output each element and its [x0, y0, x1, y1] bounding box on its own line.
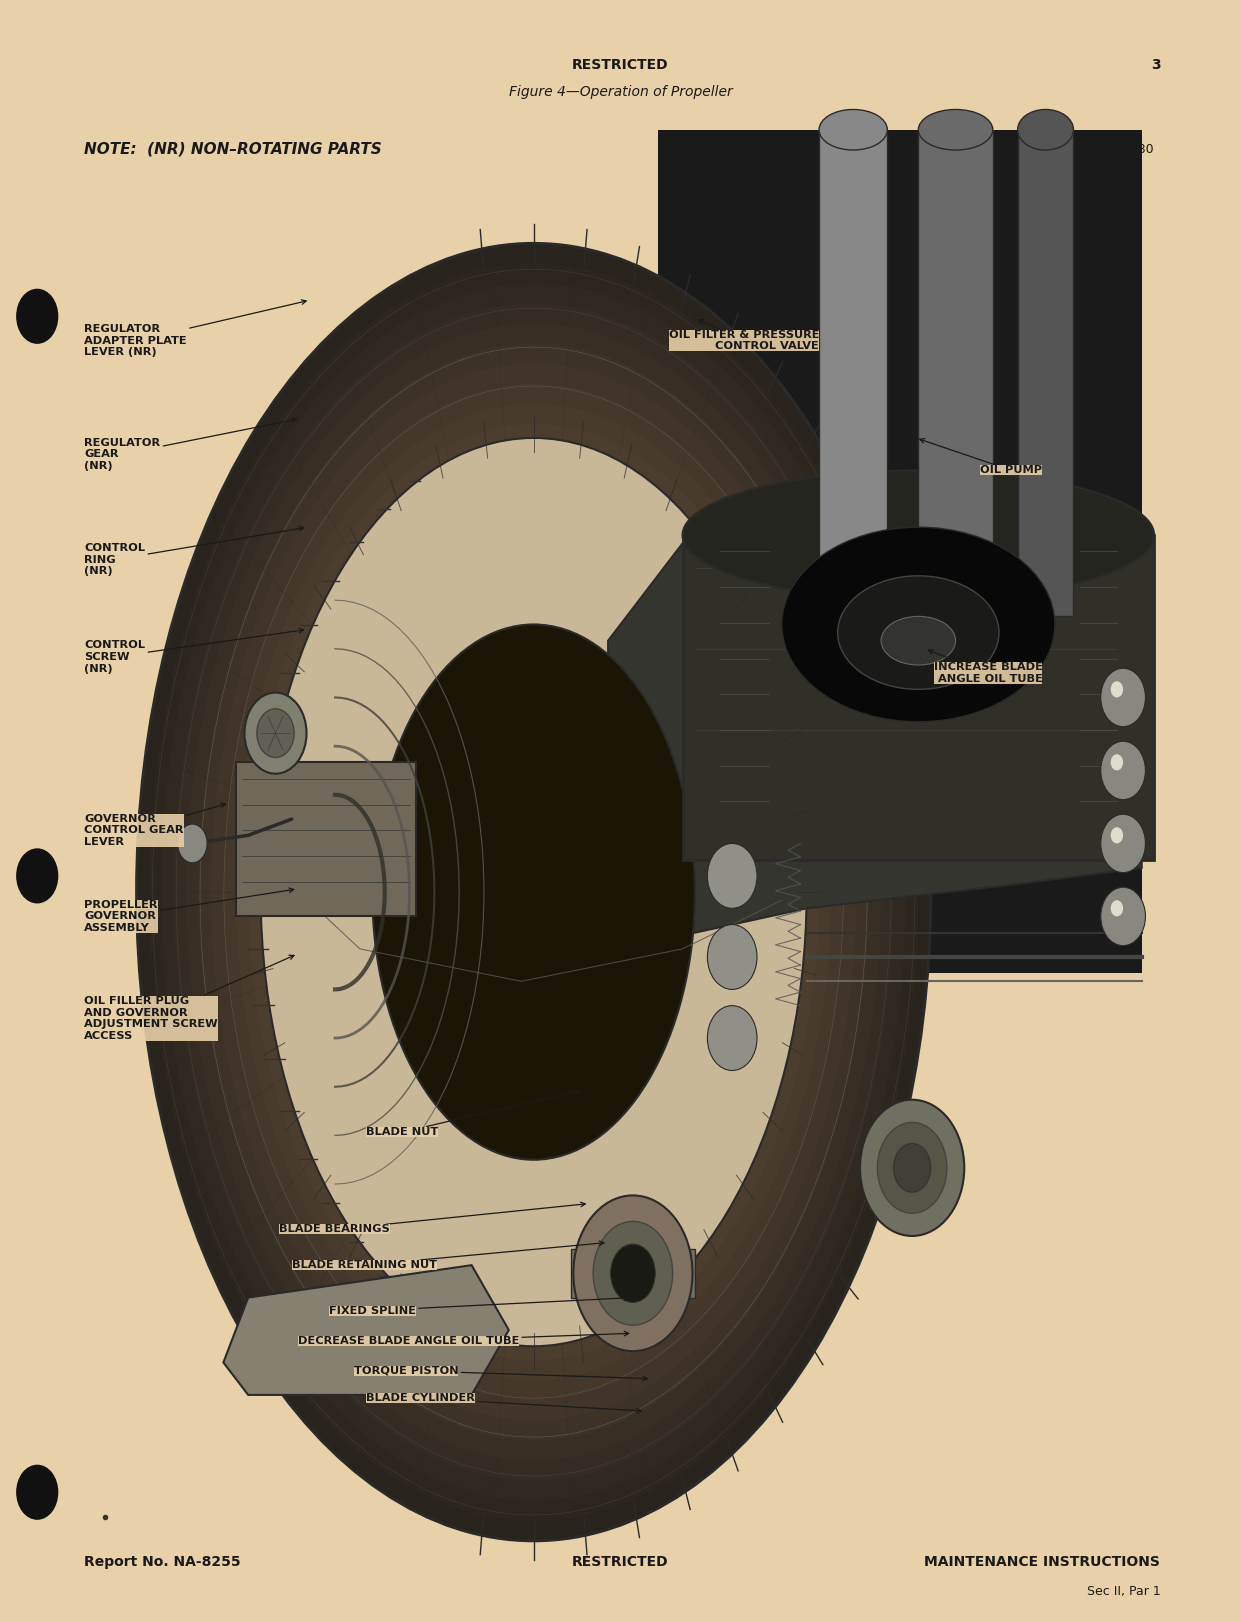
Ellipse shape [360, 605, 707, 1179]
Text: OIL FILTER & PRESSURE
CONTROL VALVE: OIL FILTER & PRESSURE CONTROL VALVE [669, 320, 819, 352]
Ellipse shape [838, 576, 999, 689]
Text: GOVERNOR
CONTROL GEAR
LEVER: GOVERNOR CONTROL GEAR LEVER [84, 803, 226, 847]
Polygon shape [608, 543, 1142, 941]
Text: Sec II, Par 1: Sec II, Par 1 [1087, 1585, 1160, 1598]
Text: DECREASE BLADE ANGLE OIL TUBE: DECREASE BLADE ANGLE OIL TUBE [298, 1332, 629, 1346]
Ellipse shape [161, 284, 906, 1500]
Text: Report No. NA-8255: Report No. NA-8255 [84, 1555, 241, 1568]
Text: CONTROL
RING
(NR): CONTROL RING (NR) [84, 527, 304, 576]
Circle shape [1111, 900, 1123, 916]
Circle shape [16, 848, 58, 903]
Circle shape [1101, 741, 1145, 800]
Text: INCREASE BLADE
ANGLE OIL TUBE: INCREASE BLADE ANGLE OIL TUBE [928, 650, 1042, 684]
Ellipse shape [174, 303, 894, 1481]
Text: Figure 4—Operation of Propeller: Figure 4—Operation of Propeller [509, 86, 732, 99]
Circle shape [573, 1195, 692, 1351]
Text: BLADE CYLINDER: BLADE CYLINDER [366, 1393, 642, 1413]
Bar [1018, 130, 1073, 616]
Ellipse shape [298, 504, 769, 1280]
Ellipse shape [310, 524, 757, 1260]
Circle shape [1101, 668, 1145, 727]
Ellipse shape [199, 344, 869, 1440]
Ellipse shape [273, 464, 794, 1320]
Ellipse shape [261, 438, 807, 1346]
Circle shape [707, 1006, 757, 1071]
Polygon shape [223, 1265, 509, 1395]
Text: BLADE RETAINING NUT: BLADE RETAINING NUT [292, 1241, 604, 1270]
Text: BLADE NUT: BLADE NUT [366, 1090, 580, 1137]
Circle shape [707, 925, 757, 989]
Circle shape [1101, 887, 1145, 946]
Ellipse shape [372, 624, 695, 1160]
Circle shape [244, 693, 307, 774]
Text: PROPELLER
GOVERNOR
ASSEMBLY: PROPELLER GOVERNOR ASSEMBLY [84, 887, 294, 933]
Ellipse shape [236, 404, 831, 1380]
Ellipse shape [819, 109, 887, 151]
Ellipse shape [372, 624, 695, 1160]
Bar [236, 762, 416, 916]
Text: TORQUE PISTON: TORQUE PISTON [354, 1366, 648, 1380]
Ellipse shape [285, 483, 782, 1301]
Ellipse shape [683, 470, 1154, 600]
Bar [819, 130, 887, 616]
Bar [658, 130, 1142, 973]
Ellipse shape [1018, 109, 1073, 151]
Bar [571, 1249, 695, 1298]
Text: CONTROL
SCREW
(NR): CONTROL SCREW (NR) [84, 628, 304, 673]
Text: BLADE BEARINGS: BLADE BEARINGS [279, 1202, 586, 1234]
Text: RESTRICTED: RESTRICTED [572, 58, 669, 71]
Text: III-44-80: III-44-80 [1102, 143, 1154, 156]
Circle shape [1111, 681, 1123, 697]
Ellipse shape [248, 423, 819, 1361]
Ellipse shape [137, 243, 931, 1541]
Text: RESTRICTED: RESTRICTED [572, 1555, 669, 1568]
Circle shape [707, 843, 757, 908]
Ellipse shape [211, 363, 856, 1421]
Ellipse shape [347, 584, 720, 1200]
Ellipse shape [186, 323, 881, 1461]
Circle shape [16, 1465, 58, 1520]
Ellipse shape [149, 263, 918, 1521]
Text: REGULATOR
GEAR
(NR): REGULATOR GEAR (NR) [84, 418, 297, 470]
Ellipse shape [323, 545, 745, 1239]
Ellipse shape [918, 109, 993, 151]
Circle shape [593, 1221, 673, 1325]
Circle shape [1111, 827, 1123, 843]
Bar [918, 130, 993, 616]
Ellipse shape [223, 384, 844, 1400]
Circle shape [894, 1144, 931, 1192]
Circle shape [257, 709, 294, 757]
Circle shape [860, 1100, 964, 1236]
Ellipse shape [335, 564, 732, 1220]
Circle shape [611, 1244, 655, 1302]
Ellipse shape [782, 527, 1055, 722]
Text: MAINTENANCE INSTRUCTIONS: MAINTENANCE INSTRUCTIONS [925, 1555, 1160, 1568]
Circle shape [877, 1122, 947, 1213]
Circle shape [16, 289, 58, 344]
Circle shape [177, 824, 207, 863]
Bar [683, 535, 1154, 860]
Text: REGULATOR
ADAPTER PLATE
LEVER (NR): REGULATOR ADAPTER PLATE LEVER (NR) [84, 300, 307, 357]
Ellipse shape [881, 616, 956, 665]
Circle shape [1101, 814, 1145, 873]
Text: FIXED SPLINE: FIXED SPLINE [329, 1296, 629, 1315]
Text: OIL FILLER PLUG
AND GOVERNOR
ADJUSTMENT SCREW
ACCESS: OIL FILLER PLUG AND GOVERNOR ADJUSTMENT … [84, 955, 294, 1041]
Ellipse shape [261, 444, 807, 1340]
Text: NOTE:  (NR) NON–ROTATING PARTS: NOTE: (NR) NON–ROTATING PARTS [84, 141, 382, 157]
Circle shape [1111, 754, 1123, 770]
Text: 3: 3 [1150, 58, 1160, 71]
Text: OIL PUMP: OIL PUMP [920, 438, 1042, 475]
